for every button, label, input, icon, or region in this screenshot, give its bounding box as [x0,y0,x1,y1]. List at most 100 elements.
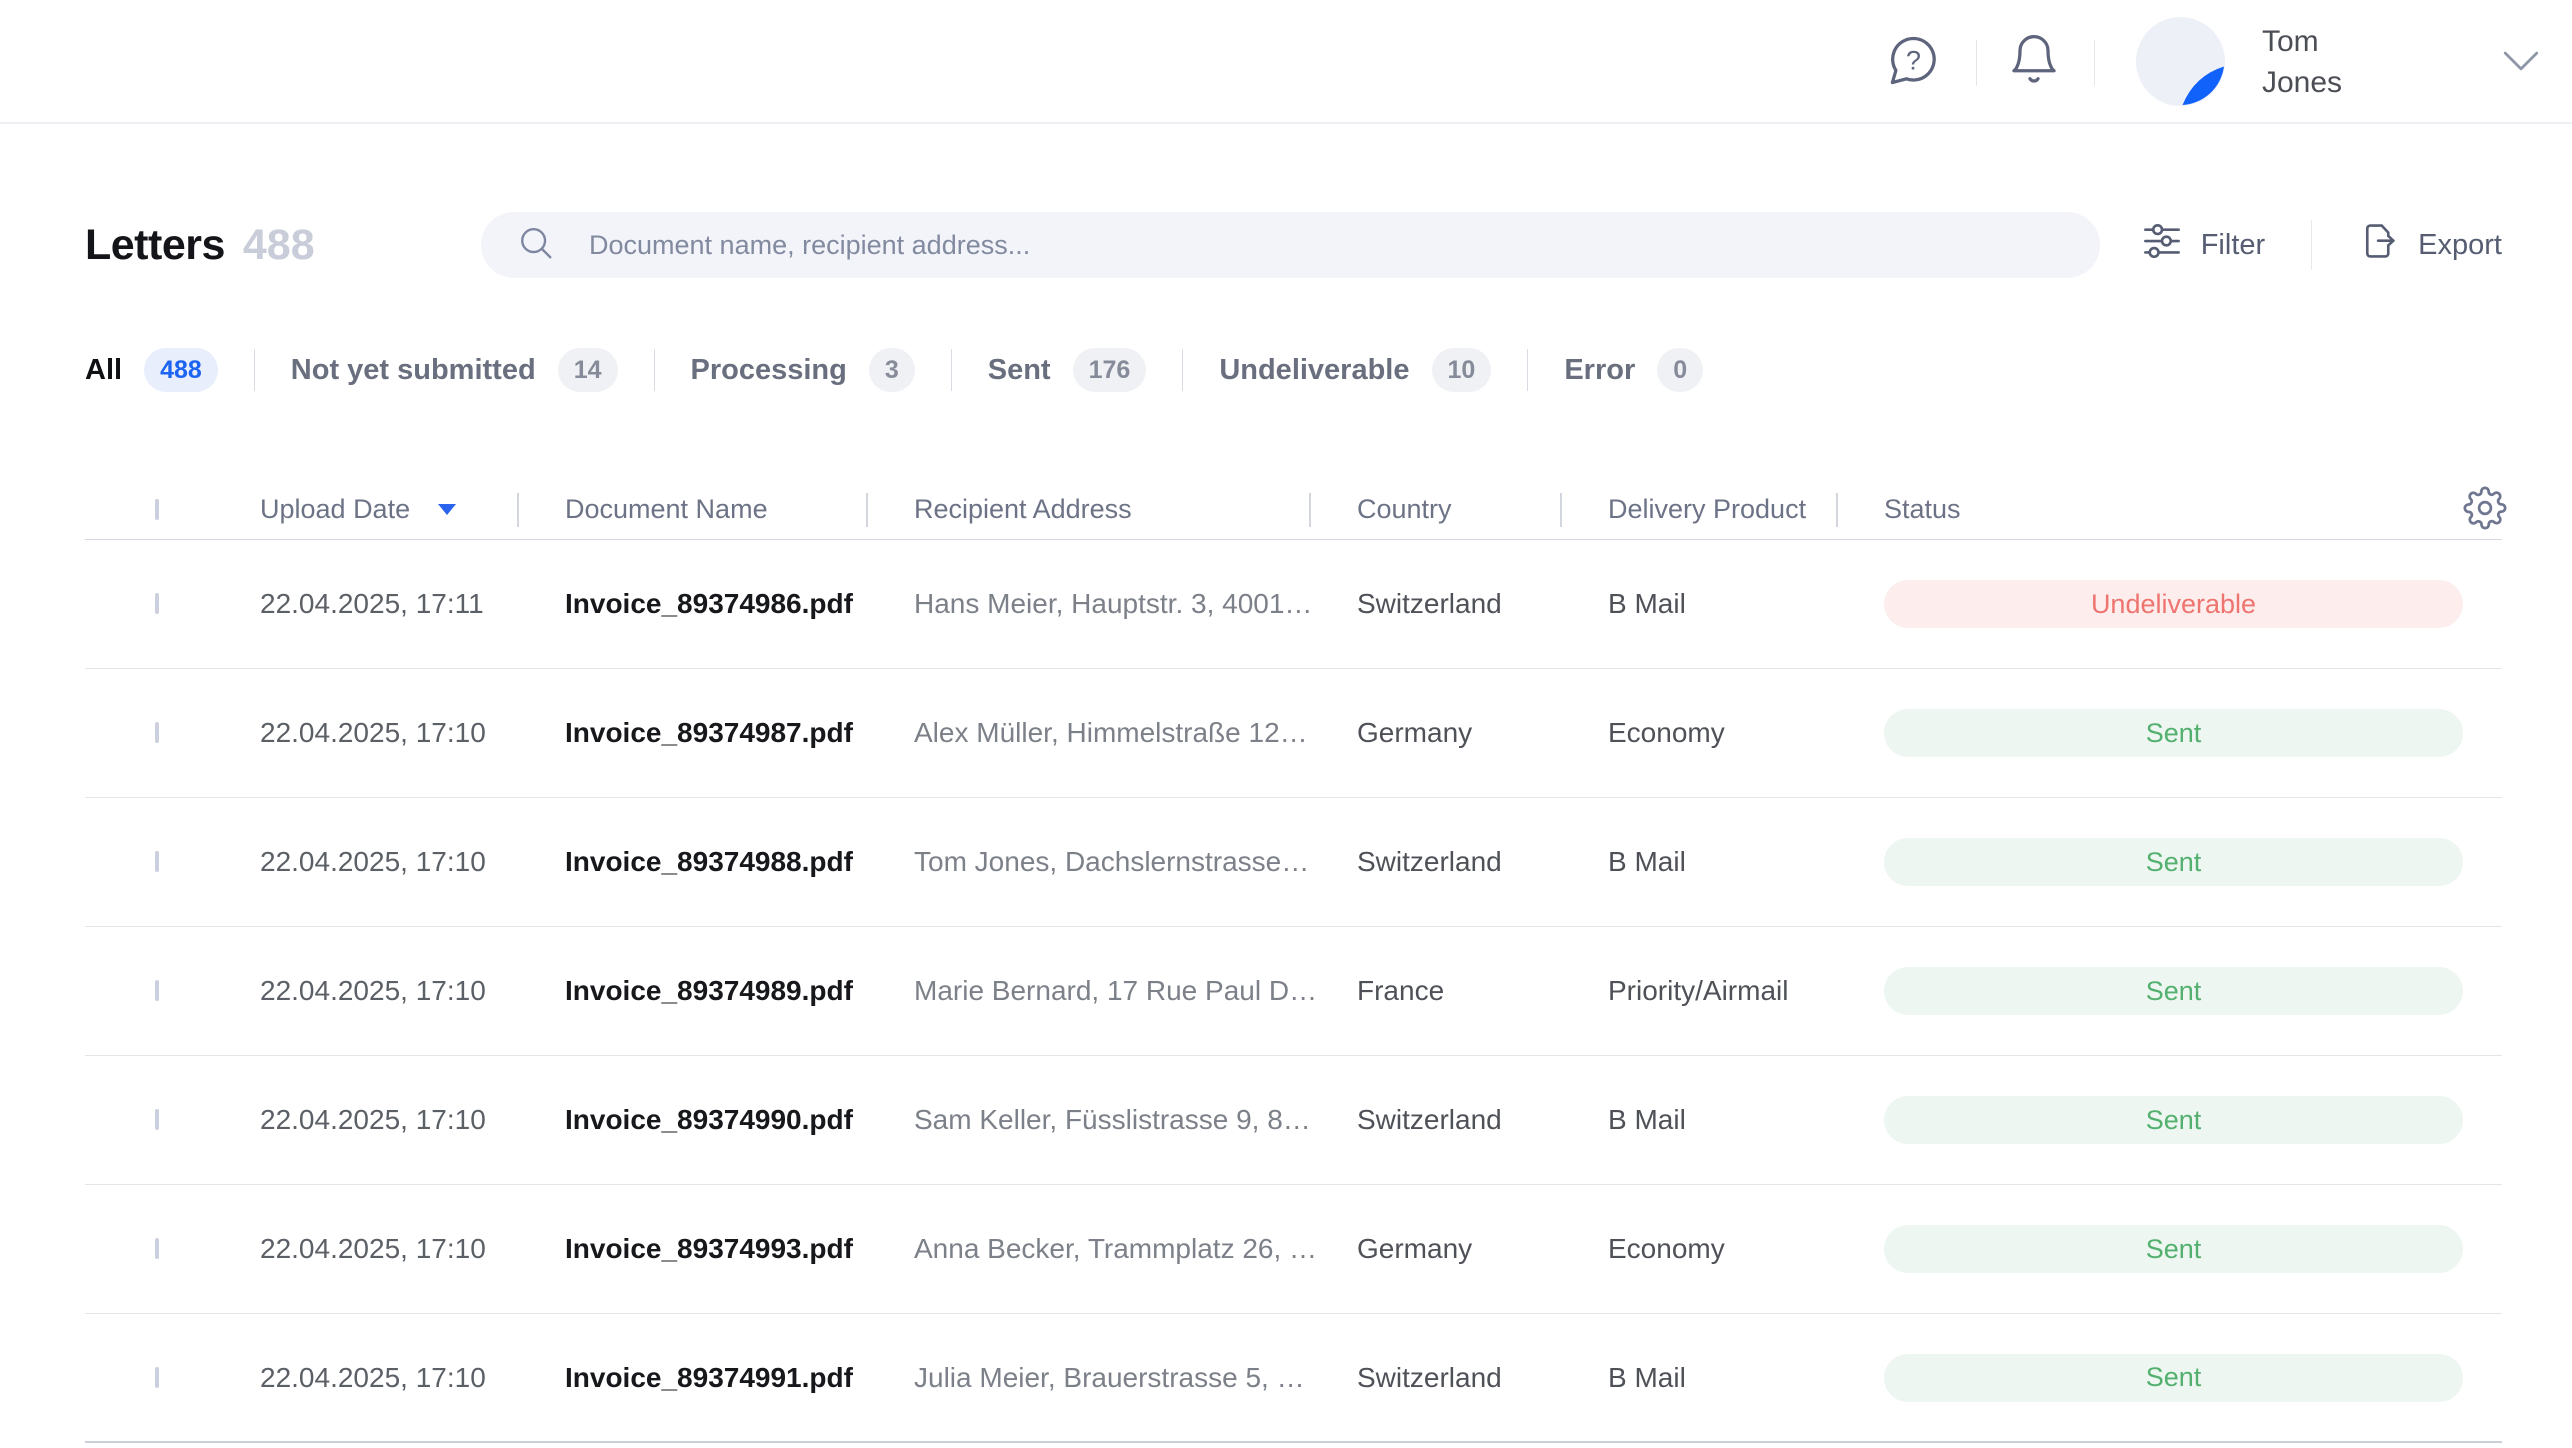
help-icon: ? [1884,78,1940,93]
column-header-delivery-product[interactable]: Delivery Product [1608,480,1884,539]
cell-recipient-address: Julia Meier, Brauerstrasse 5, … [914,1362,1357,1394]
cell-document-name: Invoice_89374987.pdf [565,717,914,749]
tab-divider [254,349,255,391]
tab-divider [1182,349,1183,391]
cell-delivery-product: Economy [1608,717,1884,749]
cell-upload-date: 22.04.2025, 17:10 [260,1233,565,1265]
notifications-button[interactable] [2006,32,2062,88]
tab-label: Undeliverable [1219,354,1409,387]
tab-label: Processing [691,354,847,387]
user-name: Tom Jones [2262,21,2372,103]
column-divider [1309,493,1311,527]
search-input[interactable] [589,230,2064,261]
filter-label: Filter [2201,229,2265,262]
cell-country: Germany [1357,1233,1608,1265]
cell-document-name: Invoice_89374989.pdf [565,975,914,1007]
cell-recipient-address: Marie Bernard, 17 Rue Paul D… [914,975,1357,1007]
cell-upload-date: 22.04.2025, 17:10 [260,975,565,1007]
bell-icon [2006,76,2062,91]
main-content: Letters 488 [0,212,2572,1443]
table-row[interactable]: 22.04.2025, 17:11 Invoice_89374986.pdf H… [85,540,2502,669]
filter-button[interactable]: Filter [2141,220,2265,270]
cell-recipient-address: Tom Jones, Dachslernstrasse… [914,846,1357,878]
cell-delivery-product: B Mail [1608,1362,1884,1394]
cell-country: France [1357,975,1608,1007]
help-button[interactable]: ? [1884,34,1940,90]
tab-divider [951,349,952,391]
status-badge: Sent [1884,1225,2463,1273]
row-checkbox[interactable] [155,722,159,743]
table-row[interactable]: 22.04.2025, 17:10 Invoice_89374990.pdf S… [85,1056,2502,1185]
status-badge: Sent [1884,1354,2463,1402]
letters-page: ? Tom Jones [0,0,2572,1448]
tab-sent[interactable]: Sent 176 [988,348,1147,392]
row-checkbox[interactable] [155,980,159,1001]
table-row[interactable]: 22.04.2025, 17:10 Invoice_89374988.pdf T… [85,798,2502,927]
letters-total-count: 488 [243,221,315,270]
row-checkbox[interactable] [155,593,159,614]
tab-divider [654,349,655,391]
export-document-icon [2358,220,2400,270]
title-row: Letters 488 [85,212,2502,278]
tab-not-yet-submitted[interactable]: Not yet submitted 14 [291,348,618,392]
topbar-divider [1976,40,1977,86]
cell-country: Switzerland [1357,846,1608,878]
column-header-document-name[interactable]: Document Name [565,480,914,539]
tab-divider [1527,349,1528,391]
tab-error[interactable]: Error 0 [1564,348,1703,392]
cell-upload-date: 22.04.2025, 17:10 [260,1104,565,1136]
select-all-checkbox[interactable] [155,499,159,520]
actions-divider [2311,220,2312,270]
column-header-status[interactable]: Status [1884,480,2463,539]
cell-recipient-address: Sam Keller, Füsslistrasse 9, 8… [914,1104,1357,1136]
cell-recipient-address: Alex Müller, Himmelstraße 12… [914,717,1357,749]
column-header-country[interactable]: Country [1357,480,1608,539]
column-divider [517,493,519,527]
tab-count-badge: 488 [144,348,218,392]
column-label: Status [1884,494,1961,525]
cell-country: Switzerland [1357,588,1608,620]
table-row[interactable]: 22.04.2025, 17:10 Invoice_89374987.pdf A… [85,669,2502,798]
sort-descending-icon [438,504,456,515]
column-label: Recipient Address [914,494,1132,525]
cell-upload-date: 22.04.2025, 17:10 [260,846,565,878]
search-icon [517,224,555,267]
row-checkbox[interactable] [155,1109,159,1130]
tab-count-badge: 0 [1657,348,1703,392]
row-checkbox[interactable] [155,1238,159,1259]
user-menu-button[interactable] [2498,46,2544,78]
gear-icon [2463,486,2507,533]
cell-country: Switzerland [1357,1362,1608,1394]
tab-label: Not yet submitted [291,354,536,387]
column-header-recipient-address[interactable]: Recipient Address [914,480,1357,539]
column-header-upload-date[interactable]: Upload Date [260,480,565,539]
column-settings-button[interactable] [2463,486,2507,533]
row-checkbox[interactable] [155,1367,159,1388]
header-actions: Filter Export [2141,220,2502,270]
chevron-down-icon [2500,63,2542,78]
tab-undeliverable[interactable]: Undeliverable 10 [1219,348,1491,392]
svg-text:?: ? [1906,45,1921,75]
cell-recipient-address: Anna Becker, Trammplatz 26, … [914,1233,1357,1265]
cell-delivery-product: B Mail [1608,588,1884,620]
status-badge: Undeliverable [1884,580,2463,628]
column-label: Document Name [565,494,768,525]
table-row[interactable]: 22.04.2025, 17:10 Invoice_89374989.pdf M… [85,927,2502,1056]
row-checkbox[interactable] [155,851,159,872]
table-row[interactable]: 22.04.2025, 17:10 Invoice_89374993.pdf A… [85,1185,2502,1314]
cell-document-name: Invoice_89374990.pdf [565,1104,914,1136]
export-button[interactable]: Export [2358,220,2502,270]
table-row[interactable]: 22.04.2025, 17:10 Invoice_89374991.pdf J… [85,1314,2502,1443]
column-label: Upload Date [260,494,410,525]
tab-all[interactable]: All 488 [85,348,218,392]
search-bar [481,212,2100,278]
cell-delivery-product: B Mail [1608,1104,1884,1136]
cell-document-name: Invoice_89374993.pdf [565,1233,914,1265]
column-divider [866,493,868,527]
column-divider [1560,493,1562,527]
tab-processing[interactable]: Processing 3 [691,348,915,392]
cell-delivery-product: B Mail [1608,846,1884,878]
cell-delivery-product: Priority/Airmail [1608,975,1884,1007]
status-tabs: All 488 Not yet submitted 14 Processing … [85,346,2502,394]
avatar[interactable] [2136,17,2225,106]
